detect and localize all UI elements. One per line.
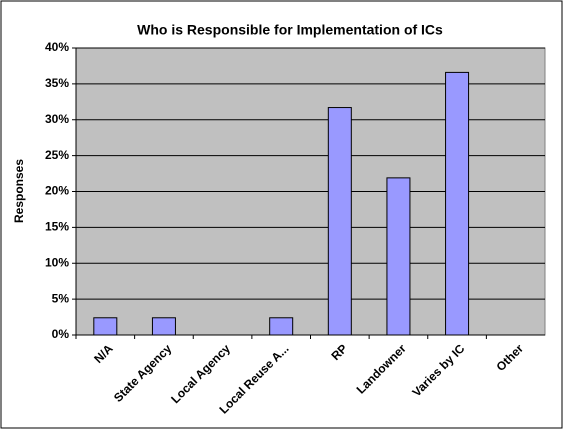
bar: [327, 107, 352, 336]
y-axis-label: Responses: [12, 159, 26, 223]
chart-title: Who is Responsible for Implementation of…: [137, 22, 443, 38]
y-tick-label: 25%: [45, 148, 69, 162]
y-tick-label: 20%: [45, 184, 69, 198]
y-tick-label: 5%: [52, 291, 70, 305]
y-tick-label: 0%: [52, 327, 70, 341]
y-tick-label: 40%: [45, 40, 69, 54]
bar: [151, 317, 176, 336]
bar: [445, 71, 470, 336]
bar: [386, 177, 411, 336]
y-tick-label: 35%: [45, 76, 69, 90]
y-tick-label: 30%: [45, 112, 69, 126]
bar: [269, 317, 294, 336]
y-tick-label: 15%: [45, 220, 69, 234]
bar: [93, 317, 118, 336]
y-tick-label: 10%: [45, 255, 69, 269]
